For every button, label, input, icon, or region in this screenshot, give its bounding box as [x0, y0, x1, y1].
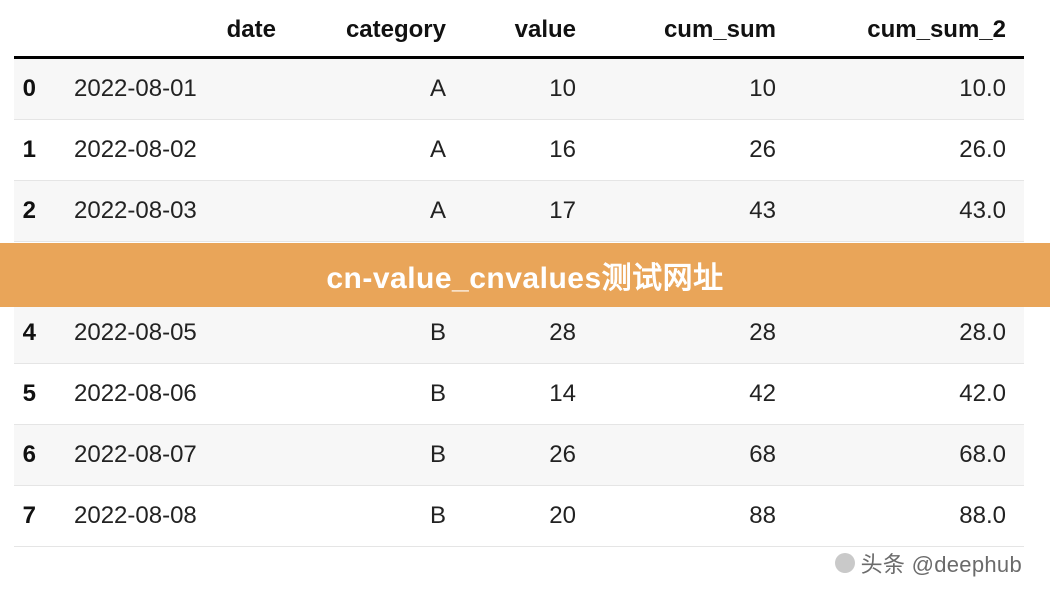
cell-cum-sum: 42: [594, 364, 794, 425]
cell-category: A: [294, 181, 464, 242]
cell-cum-sum: 43: [594, 181, 794, 242]
cell-index: 2: [14, 181, 54, 242]
cell-cum-sum: 28: [594, 303, 794, 364]
cell-cum-sum-2: 42.0: [794, 364, 1024, 425]
cell-index: 5: [14, 364, 54, 425]
cell-date: 2022-08-06: [54, 364, 294, 425]
cell-date: 2022-08-05: [54, 303, 294, 364]
cell-category: B: [294, 425, 464, 486]
cell-value: 14: [464, 364, 594, 425]
col-value: value: [464, 8, 594, 58]
watermark: 头条 @deephub: [835, 547, 1022, 579]
cell-cum-sum-2: 28.0: [794, 303, 1024, 364]
cell-category: B: [294, 303, 464, 364]
table-row: 7 2022-08-08 B 20 88 88.0: [14, 486, 1024, 547]
cell-date: 2022-08-08: [54, 486, 294, 547]
cell-value: 28: [464, 303, 594, 364]
cell-index: 1: [14, 120, 54, 181]
cell-cum-sum: 10: [594, 58, 794, 120]
cell-cum-sum: 68: [594, 425, 794, 486]
cell-index: 3: [14, 242, 54, 303]
cell-value: 20: [464, 486, 594, 547]
table-row: 5 2022-08-06 B 14 42 42.0: [14, 364, 1024, 425]
col-cum-sum: cum_sum: [594, 8, 794, 58]
cell-value: 14: [464, 242, 594, 303]
cell-value: 16: [464, 120, 594, 181]
dataframe-table: date category value cum_sum cum_sum_2 0 …: [14, 8, 1024, 547]
cell-value: 17: [464, 181, 594, 242]
table-row: 1 2022-08-02 A 16 26 26.0: [14, 120, 1024, 181]
cell-category: A: [294, 58, 464, 120]
cell-index: 6: [14, 425, 54, 486]
cell-cum-sum-2: 10.0: [794, 58, 1024, 120]
cell-date: 2022-08-07: [54, 425, 294, 486]
col-category: category: [294, 8, 464, 58]
cell-index: 0: [14, 58, 54, 120]
cell-category: B: [294, 486, 464, 547]
cell-index: 7: [14, 486, 54, 547]
col-index: [14, 8, 54, 58]
cell-date: 2022-08-01: [54, 58, 294, 120]
table-header-row: date category value cum_sum cum_sum_2: [14, 8, 1024, 58]
cell-value: 26: [464, 425, 594, 486]
col-cum-sum-2: cum_sum_2: [794, 8, 1024, 58]
table-row: 4 2022-08-05 B 28 28 28.0: [14, 303, 1024, 364]
watermark-text: 头条 @deephub: [861, 547, 1022, 579]
cell-date: 2022-08-02: [54, 120, 294, 181]
cell-cum-sum: 26: [594, 120, 794, 181]
cell-cum-sum-2: 88.0: [794, 486, 1024, 547]
table-row: 2 2022-08-03 A 17 43 43.0: [14, 181, 1024, 242]
cell-date: 2022-08-03: [54, 181, 294, 242]
cell-value: 10: [464, 58, 594, 120]
cell-index: 4: [14, 303, 54, 364]
table-row: 0 2022-08-01 A 10 10 10.0: [14, 58, 1024, 120]
col-date: date: [54, 8, 294, 58]
table-row: 3 2022-08-04 A 14 57 57.0: [14, 242, 1024, 303]
cell-cum-sum-2: 68.0: [794, 425, 1024, 486]
cell-cum-sum: 57: [594, 242, 794, 303]
cell-cum-sum-2: 57.0: [794, 242, 1024, 303]
cell-cum-sum-2: 43.0: [794, 181, 1024, 242]
cell-category: B: [294, 364, 464, 425]
toutiao-logo-icon: [835, 553, 855, 573]
cell-date: 2022-08-04: [54, 242, 294, 303]
cell-cum-sum: 88: [594, 486, 794, 547]
cell-category: A: [294, 120, 464, 181]
table-row: 6 2022-08-07 B 26 68 68.0: [14, 425, 1024, 486]
dataframe-table-container: date category value cum_sum cum_sum_2 0 …: [0, 0, 1050, 547]
cell-cum-sum-2: 26.0: [794, 120, 1024, 181]
cell-category: A: [294, 242, 464, 303]
